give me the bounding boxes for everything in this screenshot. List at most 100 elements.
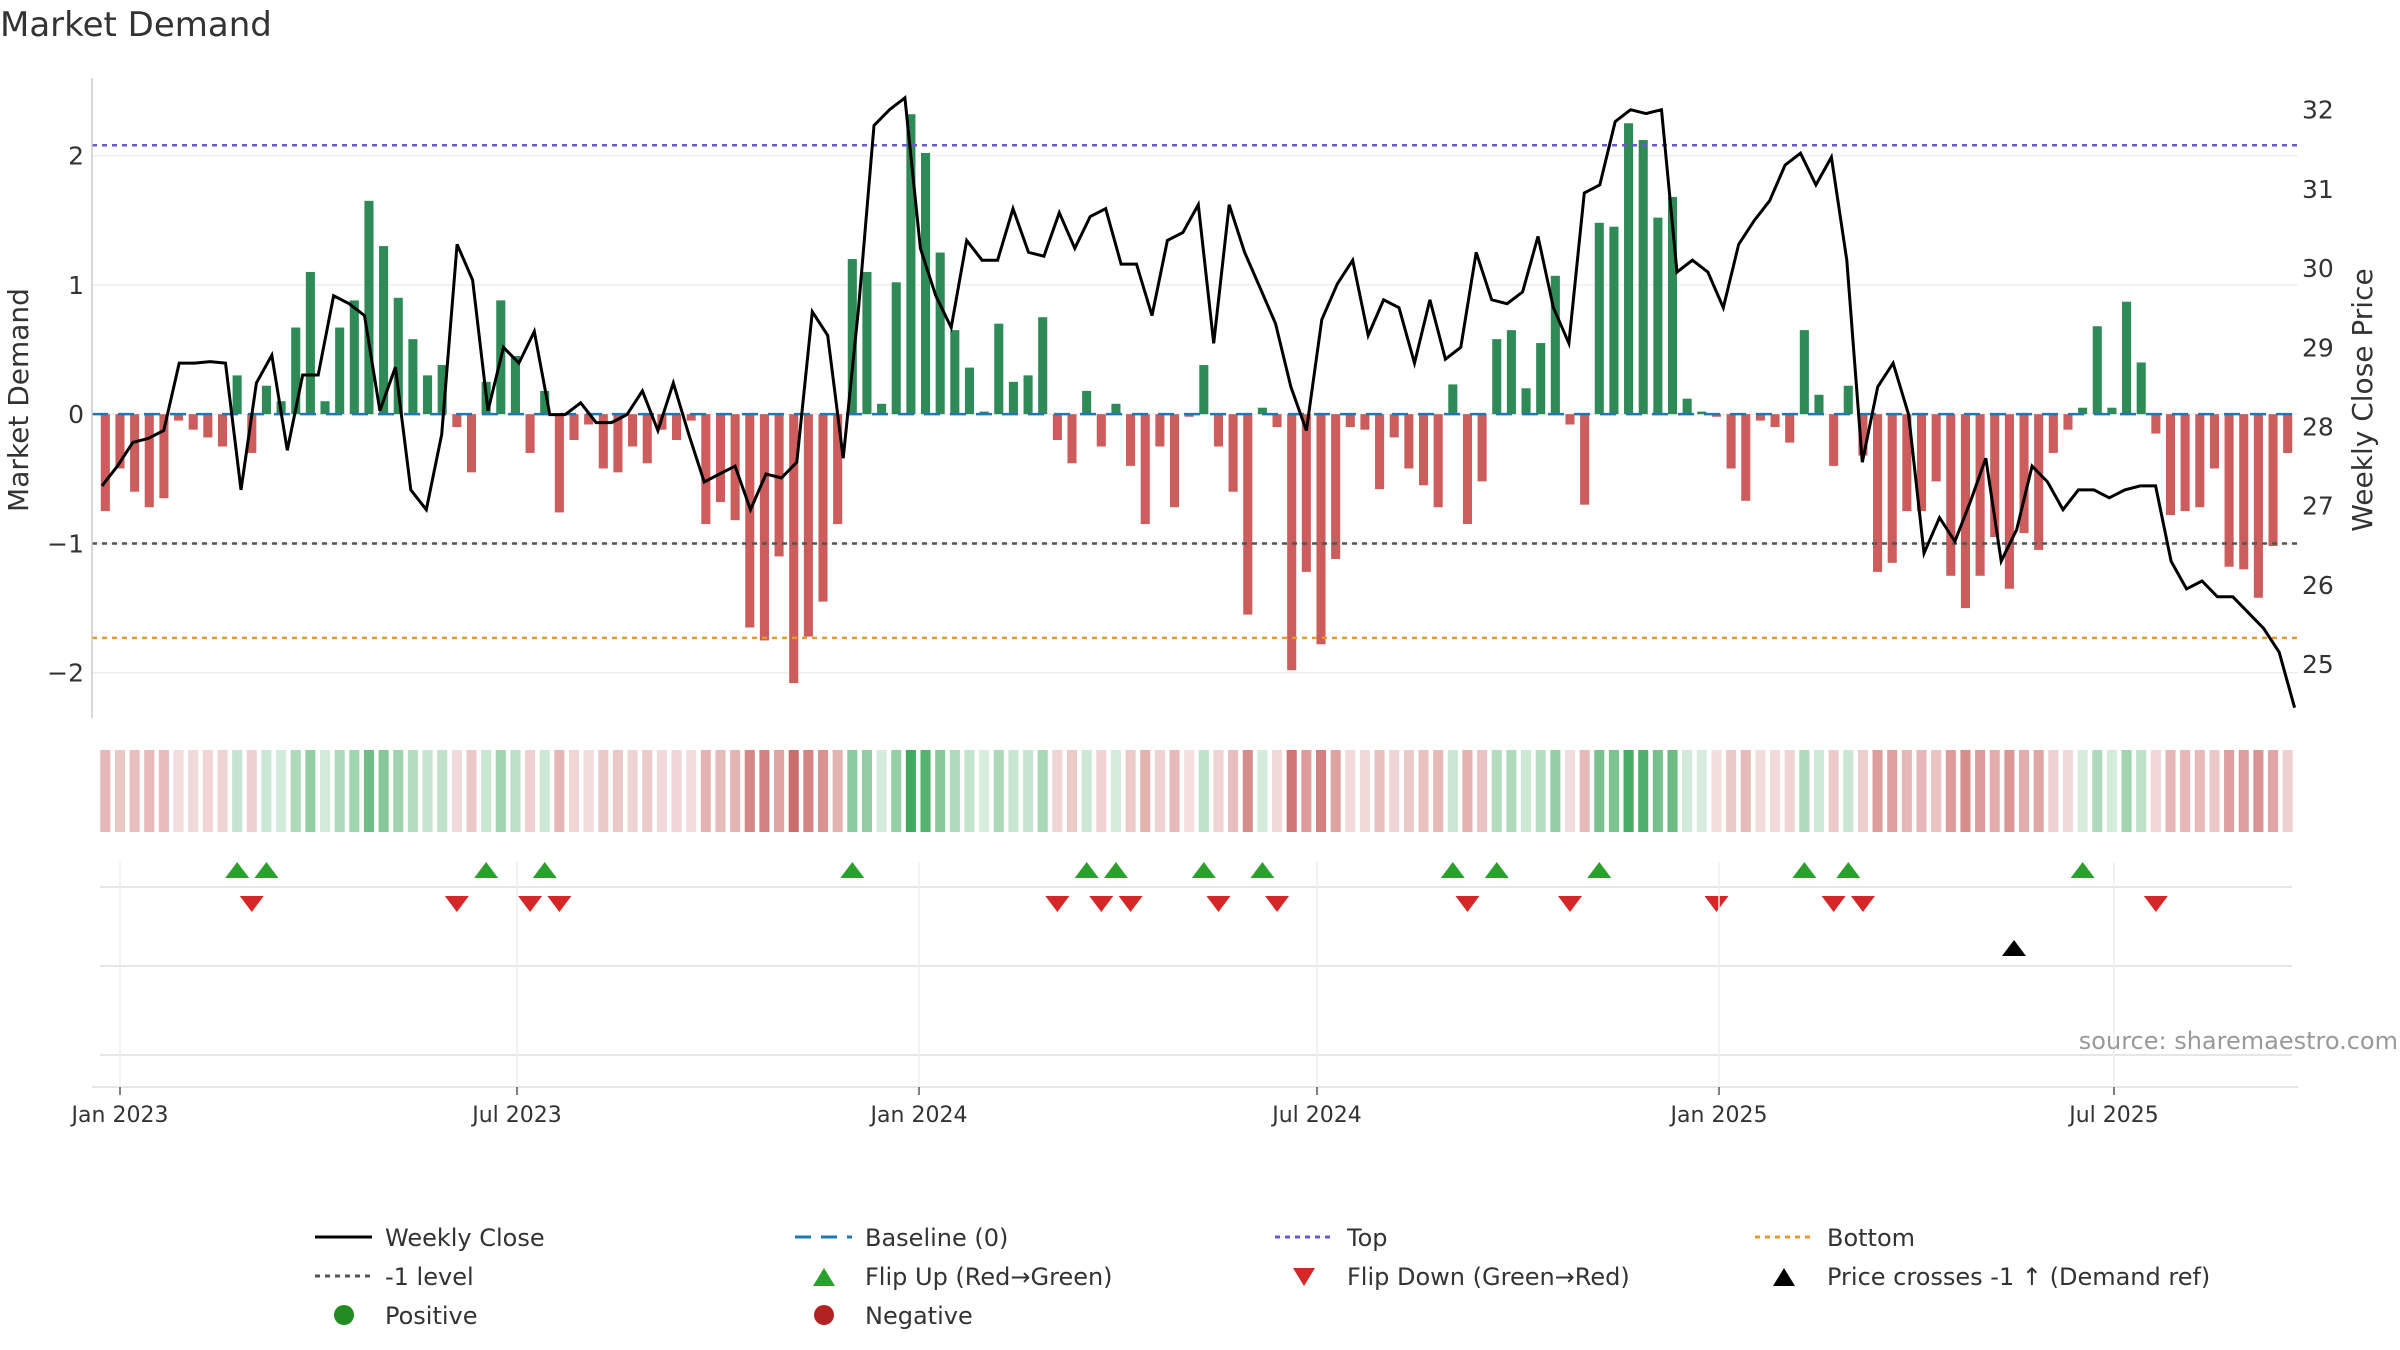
heat-cell: [861, 750, 872, 832]
demand-bar: [1550, 275, 1560, 415]
demand-bar: [1184, 414, 1194, 417]
demand-bar: [1448, 384, 1458, 415]
heat-cell: [788, 750, 799, 832]
demand-bar: [1096, 414, 1106, 447]
demand-bar: [1624, 123, 1634, 415]
demand-bar: [379, 246, 389, 415]
demand-bar: [994, 323, 1004, 415]
demand-bar: [1067, 414, 1077, 464]
heat-cell: [554, 750, 565, 832]
demand-bar: [1126, 414, 1136, 466]
flip-down-marker: [1455, 896, 1480, 912]
legend-price-cross-icon: [1773, 1268, 1795, 1286]
heat-cell: [114, 750, 126, 832]
demand-bar: [1990, 414, 2000, 537]
heat-cell: [1652, 750, 1663, 832]
heat-cell: [481, 750, 492, 832]
heat-cell: [759, 750, 770, 832]
left-axis-label: Market Demand: [2, 288, 35, 512]
demand-bar: [1843, 385, 1853, 415]
demand-bar: [1492, 339, 1502, 415]
legend-flip-down-icon: [1293, 1268, 1315, 1286]
demand-bar: [1038, 317, 1048, 415]
heat-cell: [715, 750, 726, 832]
heat-cell: [1931, 750, 1942, 832]
demand-bar: [247, 414, 257, 453]
demand-bar: [1433, 414, 1443, 508]
demand-bars: [100, 114, 2293, 684]
demand-bar: [935, 252, 945, 415]
demand-heat-strip: [100, 750, 2293, 832]
heat-cell: [100, 750, 111, 832]
left-tick-label: 1: [68, 271, 84, 300]
demand-bar: [1345, 414, 1355, 428]
heat-cell: [1784, 750, 1795, 832]
demand-bar: [1243, 414, 1253, 615]
heat-cell: [2253, 750, 2264, 832]
left-tick-label: −1: [47, 529, 84, 558]
heat-cell: [891, 750, 902, 832]
legend-minus-one-label: -1 level: [385, 1263, 474, 1291]
demand-bar: [1331, 414, 1341, 559]
heat-cell: [1638, 750, 1649, 832]
legend-flip-down-label: Flip Down (Green→Red): [1347, 1263, 1630, 1291]
event-markers: [100, 862, 2292, 1056]
demand-bar: [159, 414, 169, 499]
demand-bar: [2122, 301, 2132, 415]
heat-cell: [393, 750, 404, 832]
demand-bar: [335, 327, 345, 415]
demand-bar: [569, 414, 579, 441]
heat-cell: [1550, 750, 1561, 832]
heat-cell: [334, 750, 345, 832]
heat-cell: [305, 750, 316, 832]
heat-cell: [1945, 750, 1956, 832]
heat-cell: [1008, 750, 1019, 832]
demand-bar: [423, 375, 433, 415]
demand-bar: [715, 414, 726, 503]
demand-bar: [1902, 414, 1912, 512]
demand-bar: [510, 355, 520, 415]
heat-cell: [1667, 750, 1678, 832]
flip-up-marker: [225, 862, 250, 878]
right-tick-label: 28: [2302, 413, 2334, 442]
heat-cell: [202, 750, 213, 832]
legend-item-negative: Negative: [814, 1302, 973, 1330]
heat-cell: [2092, 750, 2103, 832]
heat-cell: [246, 750, 257, 832]
demand-bar: [2092, 326, 2102, 415]
heat-cell: [1506, 750, 1517, 832]
heat-cell: [2282, 750, 2293, 832]
heat-cell: [1037, 750, 1048, 832]
heat-cell: [422, 750, 433, 832]
heat-cell: [1096, 750, 1107, 832]
demand-bar: [1360, 414, 1370, 430]
heat-cell: [129, 750, 140, 832]
demand-bar: [2063, 414, 2073, 430]
price-cross-marker: [2002, 940, 2026, 956]
heat-cell: [1682, 750, 1693, 832]
heat-cell: [1491, 750, 1502, 832]
heat-cell: [612, 750, 623, 832]
heat-cell: [1066, 750, 1078, 832]
heat-cell: [261, 750, 272, 832]
right-tick-label: 25: [2302, 650, 2334, 679]
demand-bar: [2195, 414, 2205, 508]
heat-cell: [1711, 750, 1722, 832]
demand-bar: [1565, 414, 1575, 425]
demand-bar: [891, 282, 901, 415]
left-tick-label: 0: [68, 400, 84, 429]
heat-cell: [1579, 750, 1590, 832]
demand-bar: [1755, 414, 1765, 421]
demand-bar: [393, 297, 403, 415]
heat-cell: [158, 750, 169, 832]
demand-bar: [1653, 217, 1663, 415]
demand-bar: [1785, 414, 1795, 443]
demand-bar: [261, 385, 271, 415]
demand-bar: [1316, 414, 1326, 645]
demand-bar: [291, 327, 301, 415]
reference-lines: [92, 143, 2298, 640]
demand-bar: [2209, 414, 2219, 469]
demand-bar: [540, 390, 550, 415]
heat-cell: [2048, 750, 2059, 832]
demand-bar: [862, 271, 872, 415]
